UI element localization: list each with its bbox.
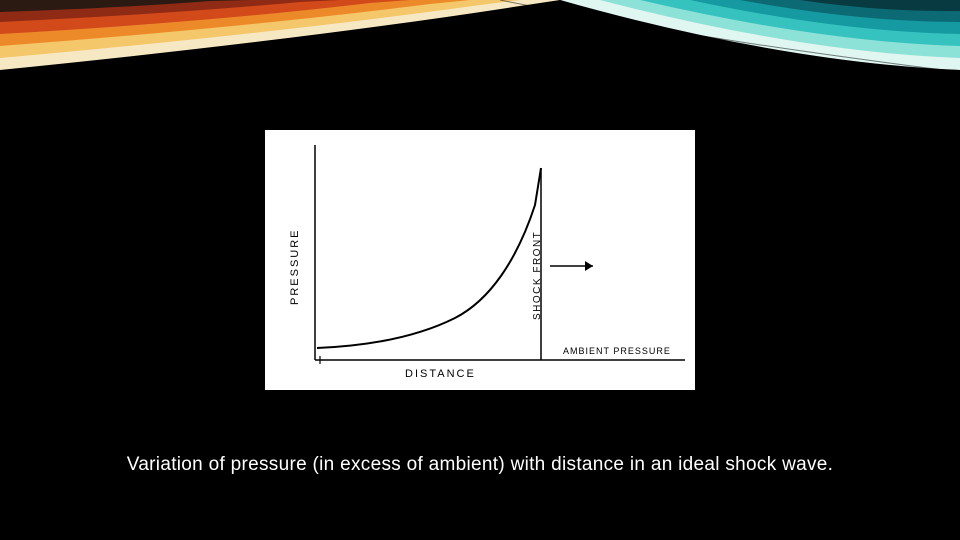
figure-caption: Variation of pressure (in excess of ambi… bbox=[0, 454, 960, 476]
direction-arrow-head bbox=[585, 261, 593, 271]
x-axis-label: DISTANCE bbox=[405, 368, 476, 380]
pressure-curve bbox=[317, 168, 541, 348]
shock-front-label: SHOCK FRONT bbox=[532, 231, 543, 320]
banner-sweep bbox=[0, 0, 960, 90]
y-axis-label: PRESSURE bbox=[289, 228, 301, 305]
ambient-pressure-label: AMBIENT PRESSURE bbox=[563, 346, 671, 356]
shock-wave-chart: PRESSURE DISTANCE SHOCK FRONT AMBIENT PR… bbox=[265, 130, 695, 390]
